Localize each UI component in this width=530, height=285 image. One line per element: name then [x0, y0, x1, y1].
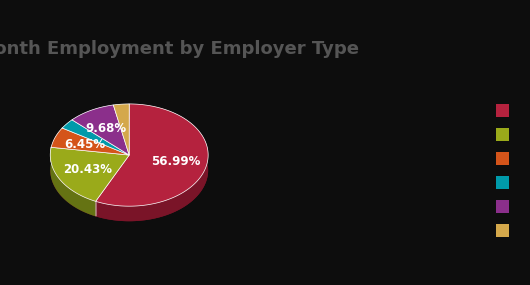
- Text: 20.43%: 20.43%: [63, 163, 112, 176]
- Text: 6.45%: 6.45%: [64, 138, 105, 151]
- Polygon shape: [113, 104, 129, 120]
- Polygon shape: [113, 104, 129, 155]
- Title: 10-Month Employment by Employer Type: 10-Month Employment by Employer Type: [0, 40, 359, 58]
- Polygon shape: [50, 147, 95, 216]
- Polygon shape: [95, 104, 208, 221]
- Text: 56.99%: 56.99%: [151, 155, 200, 168]
- Polygon shape: [50, 147, 129, 201]
- Polygon shape: [62, 120, 129, 155]
- Legend: , , , , , : , , , , ,: [496, 104, 511, 238]
- Polygon shape: [72, 105, 129, 155]
- Polygon shape: [50, 170, 208, 221]
- Text: 9.68%: 9.68%: [86, 122, 127, 135]
- Polygon shape: [51, 128, 62, 162]
- Polygon shape: [51, 128, 129, 155]
- Polygon shape: [95, 104, 208, 206]
- Polygon shape: [72, 105, 113, 135]
- Polygon shape: [62, 120, 72, 143]
